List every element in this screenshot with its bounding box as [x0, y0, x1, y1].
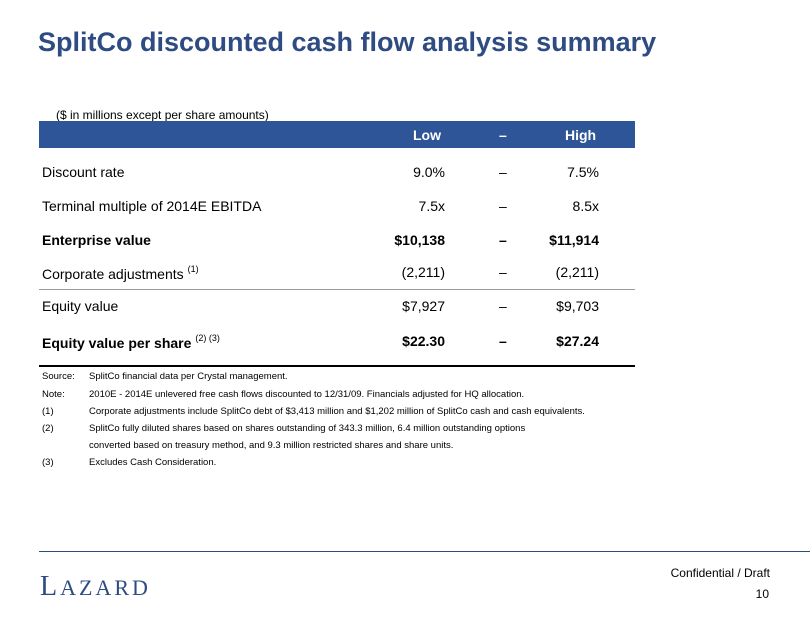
lazard-logo: LAZARD: [40, 571, 151, 602]
row-low-value: $22.30: [402, 333, 445, 349]
row-high-value: $9,703: [556, 298, 599, 314]
row-dash: –: [499, 333, 507, 349]
row-dash: –: [499, 264, 507, 280]
row-low-value: 9.0%: [413, 164, 445, 180]
row-label: Enterprise value: [42, 232, 151, 248]
units-note: ($ in millions except per share amounts): [56, 108, 269, 122]
row-label: Terminal multiple of 2014E EBITDA: [42, 198, 262, 214]
table-row-equity-value: Equity value $7,927 – $9,703: [0, 298, 810, 322]
table-row-discount-rate: Discount rate 9.0% – 7.5%: [0, 164, 810, 188]
table-row-corporate-adjustments: Corporate adjustments (1) (2,211) – (2,21…: [0, 264, 810, 288]
row-high-value: (2,211): [555, 264, 599, 280]
table-header-bar: [39, 121, 635, 148]
table-row-terminal-multiple: Terminal multiple of 2014E EBITDA 7.5x –…: [0, 198, 810, 222]
row-high-value: 7.5%: [567, 164, 599, 180]
row-dash: –: [499, 232, 507, 248]
confidential-label: Confidential / Draft: [670, 566, 770, 580]
footer-divider: [39, 551, 810, 552]
header-high: High: [565, 127, 597, 143]
table-row-enterprise-value: Enterprise value $10,138 – $11,914: [0, 232, 810, 256]
row-dash: –: [499, 198, 507, 214]
table-row-equity-value-per-share: Equity value per share (2) (3) $22.30 – $…: [0, 333, 810, 357]
header-dash: –: [499, 127, 507, 143]
row-low-value: 7.5x: [418, 198, 445, 214]
row-high-value: 8.5x: [572, 198, 599, 214]
row-high-value: $27.24: [556, 333, 599, 349]
row-low-value: (2,211): [401, 264, 445, 280]
page-title: SplitCo discounted cash flow analysis su…: [38, 27, 657, 57]
page-number: 10: [755, 587, 769, 601]
row-label: Equity value: [42, 298, 119, 314]
row-label: Corporate adjustments (1): [42, 264, 199, 282]
row-high-value: $11,914: [549, 232, 599, 248]
row-dash: –: [499, 164, 507, 180]
table-bottom-rule: [39, 365, 635, 367]
row-dash: –: [499, 298, 507, 314]
row-low-value: $10,138: [394, 232, 445, 248]
subtotal-divider: [39, 289, 635, 290]
header-low: Low: [413, 127, 441, 143]
footnote-ref: (1): [187, 264, 199, 274]
footnote-ref: (2) (3): [195, 333, 220, 343]
row-label: Discount rate: [42, 164, 125, 180]
row-label: Equity value per share (2) (3): [42, 333, 220, 351]
row-low-value: $7,927: [402, 298, 445, 314]
